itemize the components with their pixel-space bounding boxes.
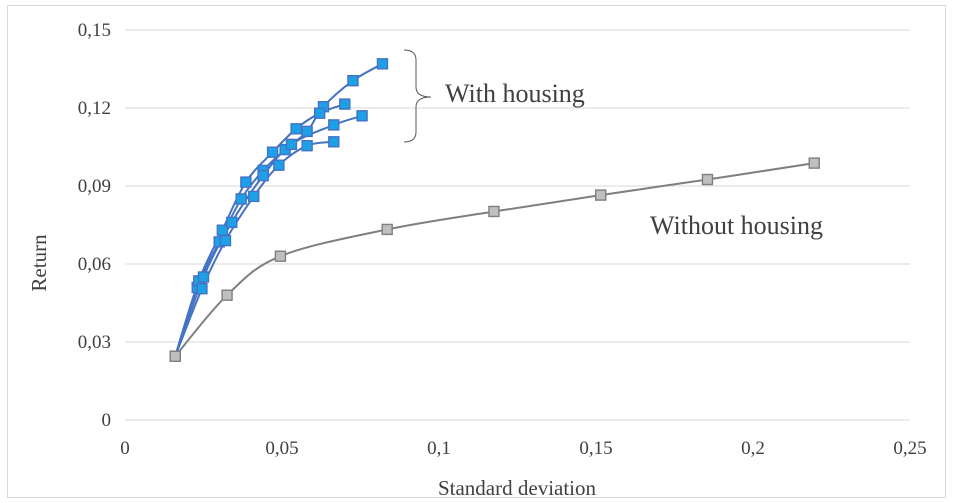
data-point-with-housing: [196, 283, 208, 295]
data-point-with-housing: [347, 74, 359, 87]
y-axis-title: Return: [27, 234, 51, 292]
x-tick-label: 0: [120, 438, 130, 459]
data-point-with-housing: [248, 190, 260, 203]
data-point-with-housing: [216, 224, 229, 236]
y-tick-label: 0,12: [78, 98, 111, 119]
chart-frame: [7, 5, 946, 498]
with-housing-brace: [403, 49, 432, 143]
data-point-with-housing: [240, 176, 252, 188]
data-point-with-housing: [328, 119, 340, 131]
data-point-with-housing: [328, 136, 340, 148]
data-point-with-housing: [273, 159, 285, 171]
data-point-with-housing: [197, 271, 210, 283]
series-group: [169, 58, 820, 362]
series-line-without-housing: [174, 162, 815, 357]
without-housing-annotation: Without housing: [650, 211, 823, 240]
x-tick-label: 0,2: [741, 438, 765, 459]
y-tick-label: 0,15: [78, 20, 111, 41]
with-housing-annotation: With housing: [445, 79, 585, 108]
series-line-with-housing: [174, 140, 334, 357]
axes: 0 0,03 0,06 0,09 0,12 0,15 0 0,05 0,1 0,15 0,2 0,25: [78, 20, 927, 459]
data-point-with-housing: [226, 216, 238, 229]
data-point-with-housing: [301, 125, 313, 138]
y-tick-label: 0,06: [78, 254, 111, 275]
y-tick-label: 0,09: [78, 176, 111, 197]
x-tick-label: 0,1: [427, 438, 451, 459]
x-tick-label: 0,15: [579, 438, 612, 459]
data-point-with-housing: [339, 98, 351, 110]
data-point-without-housing: [488, 205, 500, 218]
data-point-with-housing: [313, 107, 326, 119]
data-point-with-housing: [301, 139, 313, 152]
y-tick-label: 0: [102, 410, 112, 431]
data-point-with-housing: [285, 138, 298, 151]
data-point-with-housing: [356, 110, 368, 122]
data-point-without-housing: [381, 223, 393, 236]
x-tick-label: 0,25: [893, 438, 926, 459]
labels-group: Standard deviation Return With housing W…: [27, 49, 823, 500]
data-point-with-housing: [257, 169, 269, 182]
data-point-without-housing: [221, 289, 233, 301]
data-point-without-housing: [701, 173, 714, 186]
data-point-without-housing: [274, 250, 287, 262]
y-tick-label: 0,03: [78, 332, 111, 353]
data-point-without-housing: [595, 189, 607, 201]
x-axis-title: Standard deviation: [438, 476, 597, 500]
data-point-with-housing: [235, 193, 247, 205]
data-point-without-housing: [169, 350, 181, 362]
series-line-with-housing: [174, 62, 383, 357]
data-point-without-housing: [808, 157, 820, 169]
data-point-with-housing: [290, 123, 302, 135]
x-tick-label: 0,05: [265, 438, 298, 459]
data-point-with-housing: [376, 58, 389, 70]
data-point-with-housing: [266, 146, 279, 158]
data-point-with-housing: [219, 234, 232, 247]
